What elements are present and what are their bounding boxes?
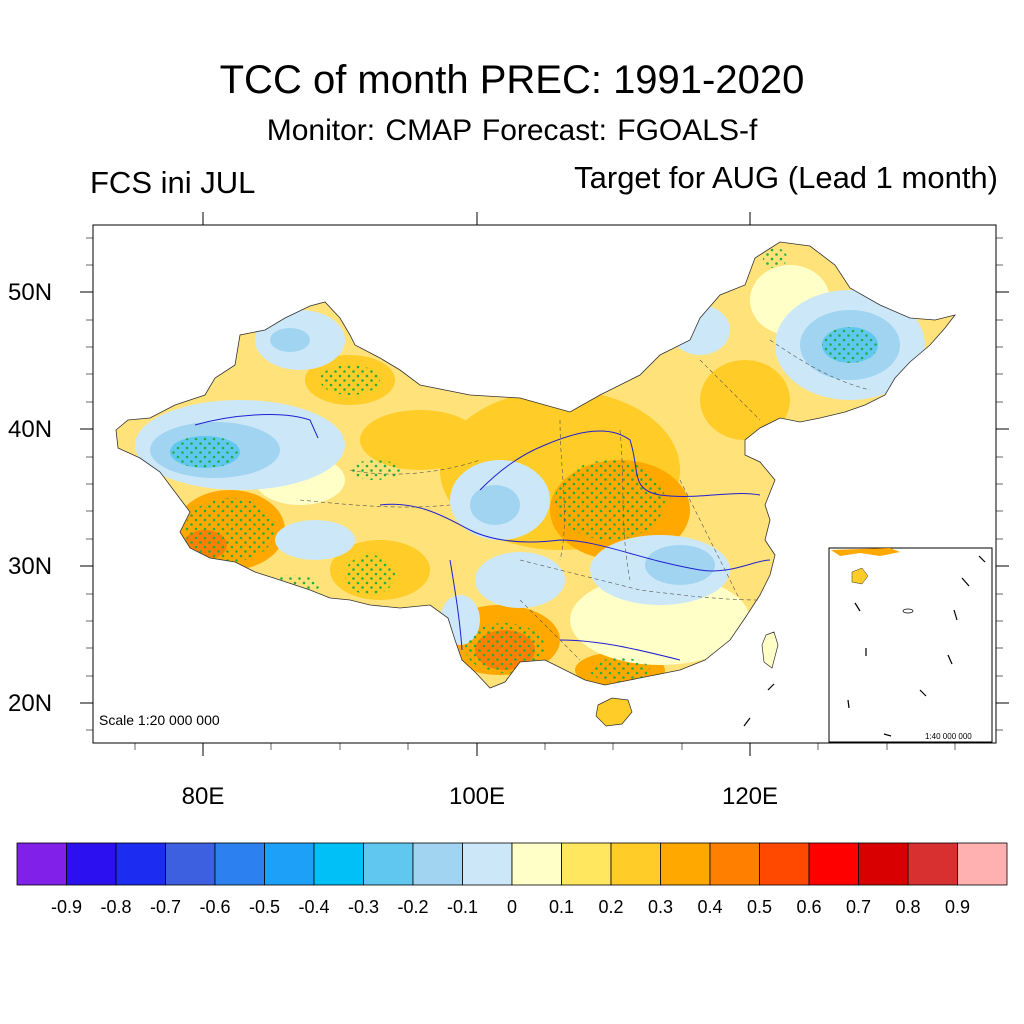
colorbar-swatch [412,842,463,886]
colorbar-swatch [561,842,612,886]
colorbar-swatch [165,842,216,886]
hainan-island [595,697,633,727]
lat-label-40n: 40N [8,416,53,443]
colorbar-swatch [462,842,513,886]
island-markers [743,683,775,727]
colorbar-tick-label: 0.6 [796,897,822,917]
colorbar-swatch [511,842,562,886]
colorbar-tick-label: -0.5 [248,897,281,917]
country-outline [115,241,957,689]
colorbar-tick-label: 0.3 [647,897,674,917]
lat-label-50n: 50N [8,279,53,306]
target-month-label: Target for AUG (Lead 1 month) [574,160,998,195]
colorbar-swatch [610,842,661,886]
colorbar-swatch [660,842,711,886]
province-borders [299,339,871,661]
colorbar-tick-label: 0.9 [944,897,971,917]
taiwan-island [761,631,779,669]
colorbar-swatch [66,842,117,886]
rivers [194,414,771,661]
colorbar-tick-label: -0.1 [446,897,479,917]
colorbar-swatch [907,842,958,886]
colorbar-tick-label: 0.2 [598,897,624,917]
map-scale-label: Scale 1:20 000 000 [99,712,220,728]
colorbar-swatch [363,842,414,886]
colorbar-swatch [808,842,859,886]
colorbar-tick-label: -0.3 [347,897,380,917]
colorbar-swatch [16,842,67,886]
page-title: TCC of month PREC: 1991-2020 [219,58,805,102]
colorbar-swatch [115,842,166,886]
page-subtitle: Monitor: CMAP Forecast: FGOALS-f [266,114,758,147]
colorbar-swatch [759,842,810,886]
colorbar-tick-label: 0.4 [697,897,723,917]
lat-label-30n: 30N [8,553,53,580]
lon-label-100e: 100E [448,783,506,810]
lon-label-120e: 120E [721,783,779,810]
colorbar-tick-label: 0.8 [895,897,921,917]
axis-minor-ticks [86,237,1003,750]
colorbar-tick-label: -0.6 [199,897,231,917]
colorbar-tick-label: -0.7 [149,897,182,917]
colorbar-tick-label: -0.9 [50,897,83,917]
colorbar-tick-label: -0.2 [397,897,429,917]
colorbar-swatch [214,842,265,886]
colorbar-swatch [858,842,909,886]
colorbar-tick-label: 0.7 [845,897,872,917]
colorbar-swatch [709,842,760,886]
axis-ticks [80,212,1009,756]
south-china-sea-inset [828,547,993,743]
colorbar-tick-label: 0.5 [746,897,773,917]
colorbar-tick-label: -0.8 [100,897,132,917]
colorbar-tick-label: 0 [506,897,518,917]
colorbar-tick-label: 0.1 [548,897,575,917]
inset-scale-label: 1:40 000 000 [925,732,972,741]
lon-label-80e: 80E [181,783,225,810]
init-month-label: FCS ini JUL [90,165,256,200]
colorbar-swatch [957,842,1008,886]
lat-label-20n: 20N [8,690,53,717]
colorbar-swatch [313,842,364,886]
colorbar-tick-label: -0.4 [298,897,330,917]
colorbar-swatch [264,842,315,886]
colorbar [16,842,1008,886]
